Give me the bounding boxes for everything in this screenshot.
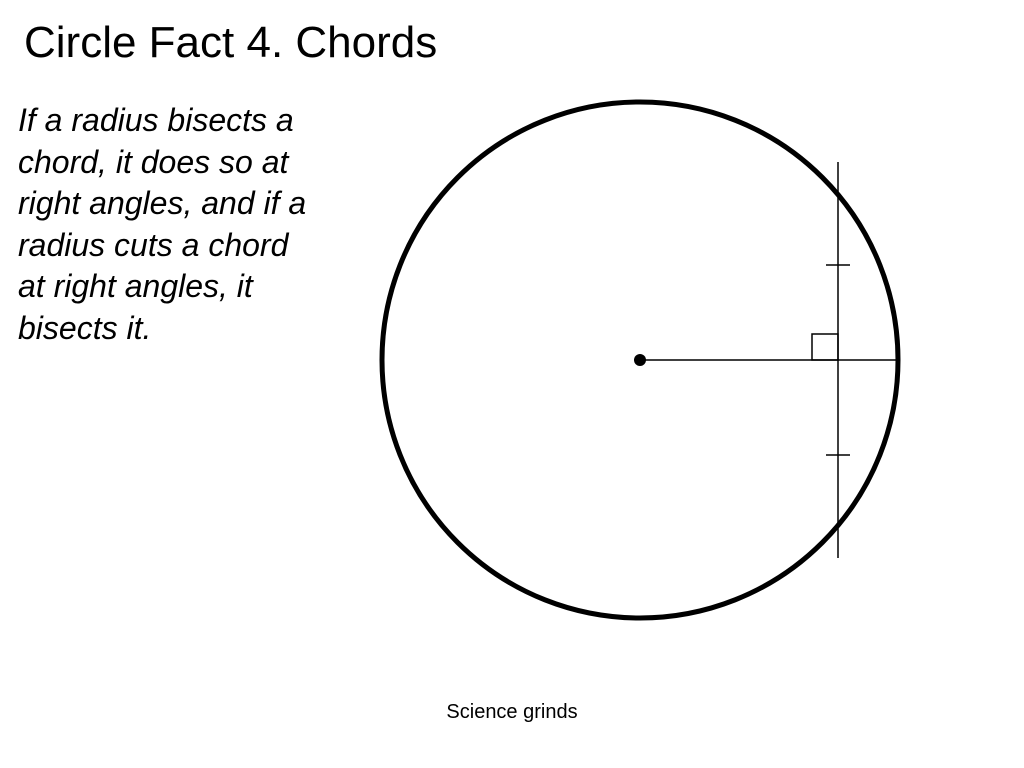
footer-text: Science grinds <box>0 701 1024 724</box>
page-title: Circle Fact 4. Chords <box>24 18 437 68</box>
theorem-text: If a radius bisects a chord, it does so … <box>18 100 318 350</box>
geometry-diagram <box>340 90 940 650</box>
